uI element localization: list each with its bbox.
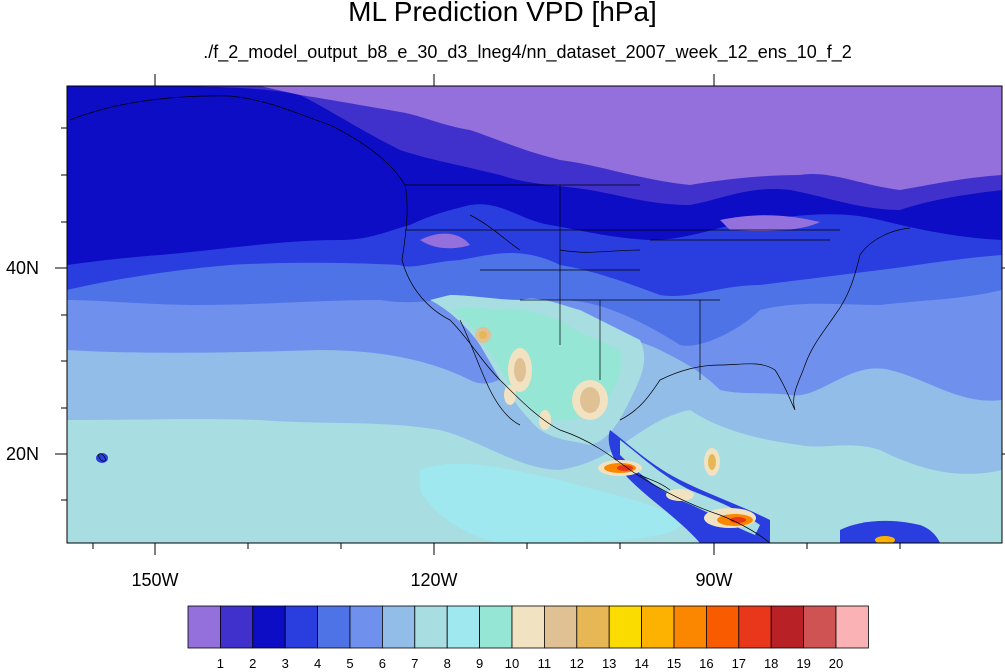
colorbar-label: 1 bbox=[216, 656, 225, 671]
axis-ticks bbox=[55, 74, 1005, 555]
colorbar-swatch bbox=[803, 605, 837, 649]
colorbar bbox=[187, 605, 869, 649]
colorbar-swatch bbox=[317, 605, 351, 649]
colorbar-label: 6 bbox=[378, 656, 387, 671]
colorbar-label: 14 bbox=[634, 656, 649, 671]
colorbar-swatch bbox=[738, 605, 772, 649]
colorbar-label: 18 bbox=[763, 656, 779, 671]
colorbar-label: 15 bbox=[666, 656, 682, 671]
colorbar-swatch bbox=[511, 605, 545, 649]
colorbar-label: 2 bbox=[249, 656, 257, 671]
colorbar-swatch bbox=[446, 605, 481, 649]
map-subtitle: ./f_2_model_output_b8_e_30_d3_lneg4/nn_d… bbox=[203, 42, 852, 62]
colorbar-swatch bbox=[349, 605, 383, 649]
colorbar-label: 19 bbox=[796, 656, 811, 671]
lon-label-150w: 150W bbox=[131, 570, 179, 590]
colorbar-swatch bbox=[219, 605, 254, 649]
colorbar-label: 11 bbox=[537, 656, 552, 671]
colorbar-swatch bbox=[544, 605, 578, 649]
colorbar-label: 10 bbox=[504, 656, 520, 671]
lon-label-120w: 120W bbox=[410, 570, 458, 590]
lon-label-90w: 90W bbox=[695, 570, 733, 590]
colorbar-swatch bbox=[641, 605, 675, 649]
colorbar-label: 9 bbox=[475, 656, 484, 671]
lat-label-40n: 40N bbox=[6, 258, 40, 278]
lat-label-20n: 20N bbox=[6, 444, 40, 464]
colorbar-swatch bbox=[608, 605, 643, 649]
colorbar-label: 17 bbox=[731, 656, 747, 671]
map-title: ML Prediction VPD [hPa] bbox=[348, 0, 657, 27]
colorbar-label: 4 bbox=[313, 656, 322, 671]
colorbar-label: 13 bbox=[601, 656, 617, 671]
colorbar-swatch bbox=[381, 605, 416, 649]
colorbar-swatch bbox=[479, 605, 513, 649]
colorbar-swatch bbox=[706, 605, 740, 649]
colorbar-swatch bbox=[770, 605, 805, 649]
contour-field bbox=[67, 86, 1002, 543]
colorbar-swatch bbox=[576, 605, 610, 649]
colorbar-label: 7 bbox=[411, 656, 419, 671]
colorbar-swatch bbox=[835, 605, 869, 649]
colorbar-label: 16 bbox=[699, 656, 714, 671]
colorbar-label: 5 bbox=[346, 656, 354, 671]
colorbar-swatch bbox=[673, 605, 707, 649]
colorbar-swatch bbox=[414, 605, 448, 649]
colorbar-label: 20 bbox=[828, 656, 844, 671]
coastlines bbox=[69, 95, 911, 543]
colorbar-swatch bbox=[187, 605, 221, 649]
colorbar-label: 3 bbox=[281, 656, 289, 671]
colorbar-label: 8 bbox=[443, 656, 451, 671]
colorbar-swatch bbox=[252, 605, 286, 649]
colorbar-swatch bbox=[284, 605, 319, 649]
colorbar-label: 12 bbox=[569, 656, 585, 671]
